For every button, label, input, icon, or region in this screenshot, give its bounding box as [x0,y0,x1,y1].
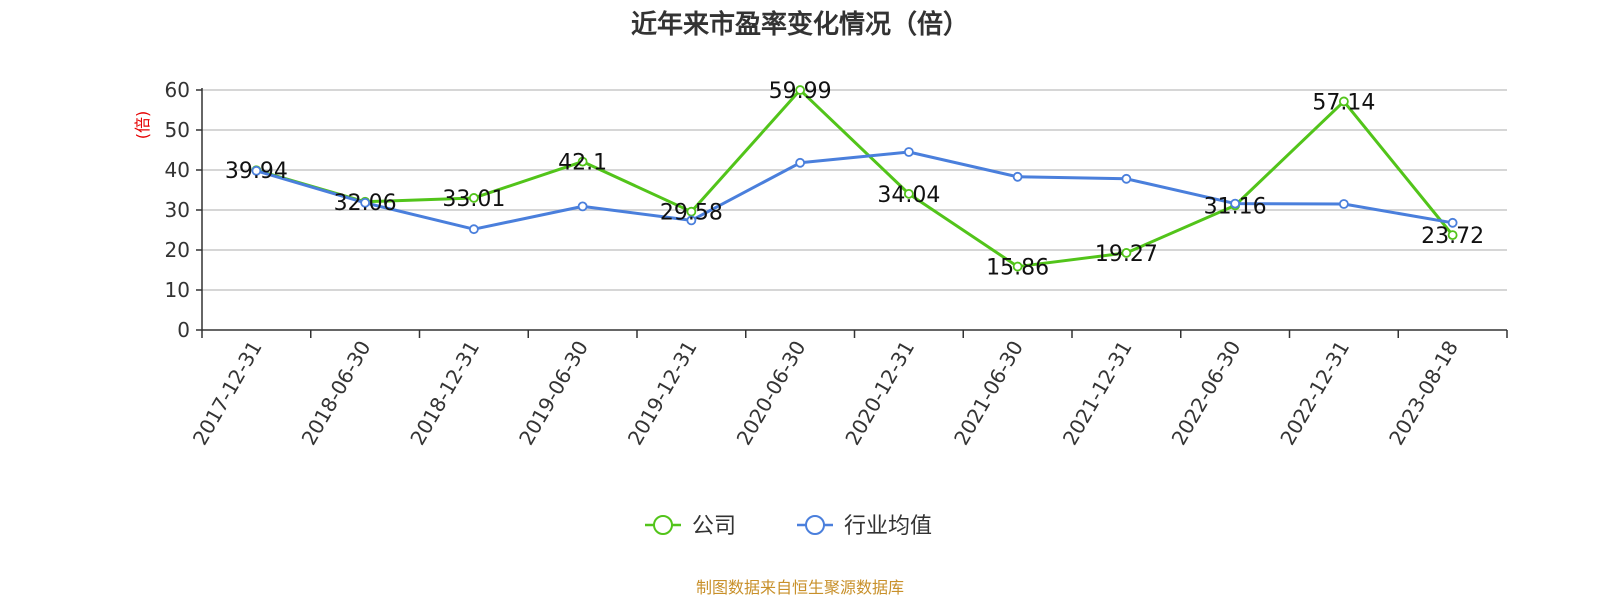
series-line-industry-average [255,150,1453,231]
data-point [686,215,697,226]
data-label: 15.86 [986,256,1049,281]
data-label: 29.58 [660,201,723,226]
y-tick-label: 50 [165,118,190,142]
x-tick-label: 2022-12-31 [1275,337,1354,450]
data-labels: 39.94 32.06 33.01 42.1 29.58 59.99 34.04 15.86 1… [225,79,1484,281]
data-label: 34.04 [877,183,940,208]
x-tick-label: 2023-08-18 [1384,337,1463,450]
x-tick-label: 2020-12-31 [840,337,919,450]
legend-label: 行业均值 [844,514,932,539]
gridlines [202,89,1507,291]
data-label: 32.06 [334,191,397,216]
legend-marker [805,515,825,535]
legend-marker [653,515,673,535]
x-tick-label: 2019-06-30 [514,337,593,450]
y-tick-label: 0 [177,318,190,342]
data-point [1012,171,1023,182]
data-point [795,85,806,95]
x-tick-label: 2017-12-31 [188,337,267,450]
data-label: 42.1 [558,151,607,176]
data-point [468,224,479,235]
data-label: 59.99 [769,79,832,104]
data-point [468,193,479,203]
data-label: 23.72 [1421,224,1484,249]
x-tick-label: 2018-06-30 [297,337,376,450]
data-point [360,197,371,208]
legend-label: 公司 [692,514,736,539]
data-point [1338,96,1349,107]
chart-title: 近年来市盈率变化情况（倍） [631,9,969,40]
data-label: 19.27 [1095,242,1158,267]
data-point [1121,248,1132,258]
series-lines [251,85,1458,272]
y-tick-label: 20 [165,238,190,262]
y-tick-label: 40 [165,158,190,182]
x-tick-label: 2018-12-31 [405,337,484,450]
data-point [1121,173,1132,184]
data-point [577,201,588,212]
data-point [577,156,588,167]
data-point [903,147,914,157]
x-tick-label: 2019-12-31 [623,337,702,450]
data-point [1447,230,1458,241]
data-label: 39.94 [225,159,288,184]
y-tick-label: 30 [165,198,190,222]
data-label: 57.14 [1312,90,1375,115]
y-tick-label: 60 [165,78,190,102]
data-point [1447,217,1458,228]
data-point [251,165,262,176]
source-note: 制图数据来自恒生聚源数据库 [696,578,904,597]
legend-item-company[interactable]: 公司 [645,514,736,539]
data-point [903,188,914,199]
series-line-company [255,88,1454,269]
data-point [795,157,806,168]
data-point [1230,198,1241,209]
y-axis-label: (倍) [133,111,152,140]
x-tick-label: 2022-06-30 [1167,337,1246,450]
x-tick-label: 2021-06-30 [949,337,1028,450]
x-tick-label: 2020-06-30 [732,337,811,450]
data-label: 31.16 [1204,194,1267,219]
data-point [1338,199,1349,209]
legend-item-industry-average[interactable]: 行业均值 [797,514,932,539]
x-tick-label: 2021-12-31 [1058,337,1137,450]
data-label: 33.01 [442,187,505,212]
data-point [1012,261,1023,272]
y-tick-label: 10 [165,278,190,302]
axes: 0 10 20 30 40 50 60 2017-12-31 2018-06-30 2018-12… [165,78,1508,450]
legend[interactable]: 公司 行业均值 [645,514,932,539]
